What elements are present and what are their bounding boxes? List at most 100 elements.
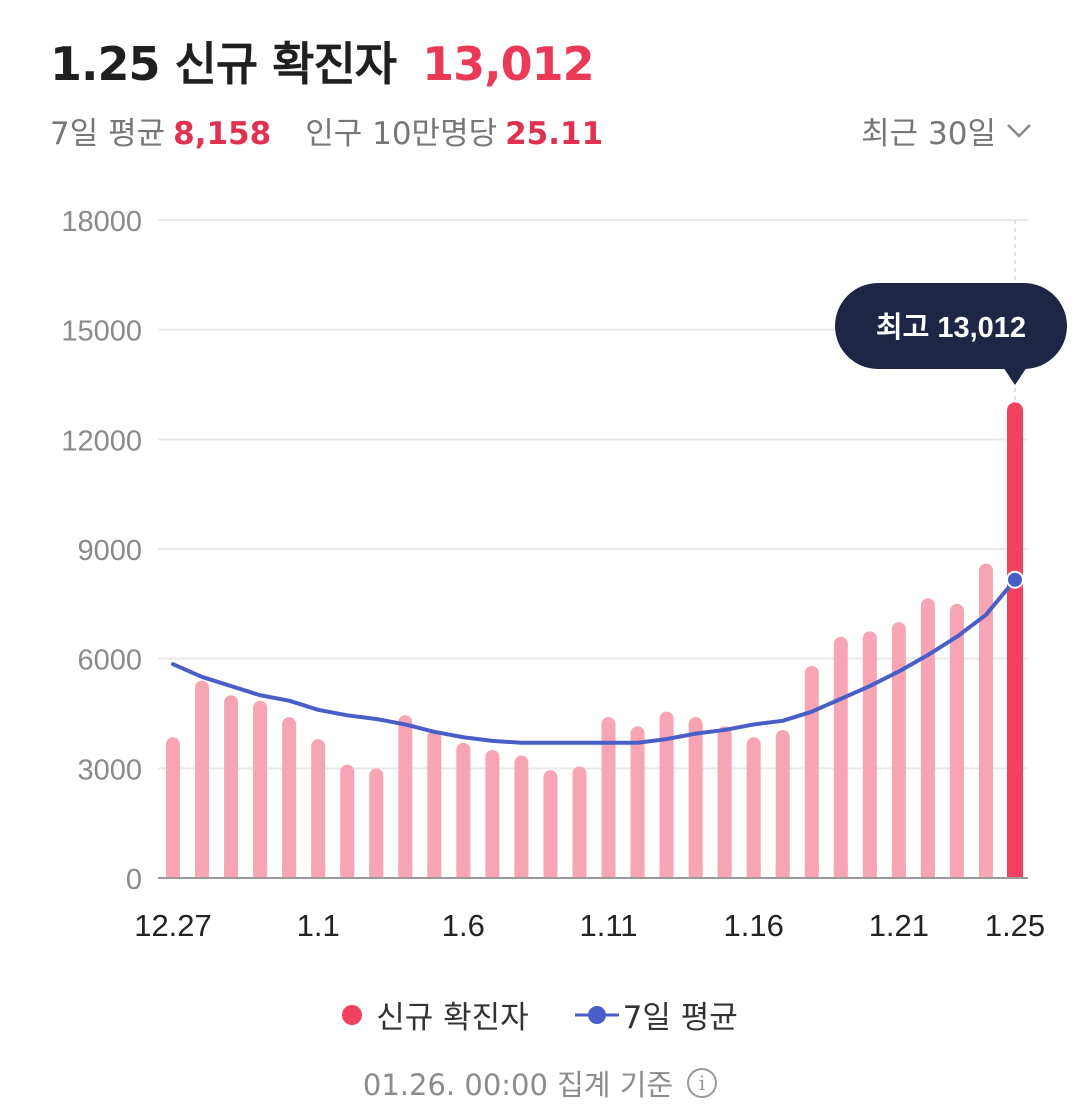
bar-base	[949, 864, 964, 878]
bar-1.18[interactable]	[804, 665, 819, 878]
bar-base	[369, 864, 384, 878]
seven-day-avg-label: 7일 평균	[50, 116, 166, 152]
bar-base	[224, 864, 239, 878]
bar-1.9[interactable]	[543, 770, 558, 878]
bar-base	[572, 864, 587, 878]
new-cases-count: 13,012	[422, 37, 595, 91]
y-tick-label: 6000	[77, 645, 142, 677]
tooltip-bubble	[835, 283, 1067, 369]
bar-base	[978, 864, 993, 878]
x-tick-label: 1.1	[297, 908, 340, 943]
bar-1.3[interactable]	[369, 768, 384, 878]
bar-base	[340, 864, 355, 878]
per-100k-label: 인구 10만명당	[305, 116, 498, 152]
y-tick-label: 9000	[77, 535, 142, 567]
bar-base	[427, 864, 442, 878]
legend-dot-icon	[342, 1004, 363, 1025]
bar-base	[253, 864, 268, 878]
legend-item-cases[interactable]: 신규 확진자	[342, 992, 529, 1037]
bar-1.25[interactable]	[1007, 402, 1023, 878]
bar-base	[920, 864, 935, 878]
per-100k-value: 25.11	[505, 116, 604, 152]
x-tick-label: 1.25	[985, 908, 1045, 943]
bar-1.21[interactable]	[891, 622, 906, 878]
bar-base	[311, 864, 326, 878]
bar-1.10[interactable]	[572, 766, 587, 878]
bar-1.12[interactable]	[630, 726, 645, 878]
x-tick-label: 1.6	[442, 908, 485, 943]
bar-1.5[interactable]	[427, 729, 442, 878]
bar-base	[195, 864, 210, 878]
x-tick-label: 12.27	[134, 908, 212, 943]
legend-label-avg: 7일 평균	[622, 1000, 738, 1036]
legend-line-icon	[574, 1005, 619, 1024]
bar-base	[630, 864, 645, 878]
bar-1.7[interactable]	[485, 750, 500, 878]
x-tick-label: 1.16	[724, 908, 784, 943]
y-tick-label: 15000	[61, 316, 142, 348]
bar-12.31[interactable]	[282, 717, 297, 878]
title-row: 1.25 신규 확진자 13,012	[50, 28, 1040, 94]
cases-chart: 0 3000 6000 9000 12000 15000 18000 12.27 1.1 1.6 1…	[61, 206, 1067, 943]
seven-day-avg-value: 8,158	[173, 116, 272, 152]
bar-1.16[interactable]	[746, 737, 761, 878]
seven-day-avg-line[interactable]	[171, 577, 1017, 745]
bar-1.6[interactable]	[456, 742, 471, 878]
bar-base	[891, 864, 906, 878]
bar-base	[1007, 862, 1023, 878]
bar-1.1[interactable]	[311, 739, 326, 878]
bar-base	[601, 864, 616, 878]
bar-base	[833, 864, 848, 878]
bar-1.24[interactable]	[978, 563, 993, 878]
bar-base	[398, 864, 413, 878]
bar-12.30[interactable]	[253, 700, 268, 878]
x-tick-label: 1.11	[579, 908, 637, 943]
bar-1.15[interactable]	[717, 726, 732, 878]
tooltip-pointer	[1003, 367, 1027, 385]
bar-1.20[interactable]	[862, 631, 877, 878]
bar-base	[775, 864, 790, 878]
data-basis-note: 01.26. 00:00 집계 기준	[362, 1068, 674, 1102]
y-tick-label: 18000	[61, 206, 142, 238]
period-dropdown[interactable]: 최근 30일	[861, 108, 1032, 153]
legend-label-cases: 신규 확진자	[376, 1000, 529, 1036]
bar-1.17[interactable]	[775, 729, 790, 878]
tooltip-label: 최고 13,012	[876, 311, 1026, 344]
bar-12.29[interactable]	[224, 695, 239, 878]
bar-base	[282, 864, 297, 878]
bar-1.8[interactable]	[514, 755, 529, 878]
y-tick-label: 3000	[77, 754, 142, 786]
bar-1.13[interactable]	[659, 711, 674, 878]
bar-1.14[interactable]	[688, 717, 703, 878]
summary-row: 7일 평균 8,158 인구 10만명당 25.11	[50, 108, 1040, 153]
bar-base	[456, 864, 471, 878]
bar-base	[485, 864, 500, 878]
bar-base	[659, 864, 674, 878]
bar-base	[543, 864, 558, 878]
x-tick-label: 1.21	[869, 908, 929, 943]
bar-1.22[interactable]	[920, 598, 935, 878]
bar-base	[688, 864, 703, 878]
y-tick-label: 12000	[61, 425, 142, 457]
chevron-down-icon	[1007, 123, 1031, 138]
bar-base	[166, 864, 180, 878]
bar-12.28[interactable]	[195, 680, 210, 878]
bar-1.23[interactable]	[949, 603, 964, 878]
bar-base	[746, 864, 761, 878]
avg-point-highlight[interactable]	[1006, 570, 1024, 589]
bar-1.4[interactable]	[398, 715, 413, 878]
header: 1.25 신규 확진자 13,012 7일 평균 8,158 인구 10만명당 …	[50, 28, 1040, 153]
bar-1.2[interactable]	[340, 764, 355, 878]
bar-base	[862, 864, 877, 878]
footer: 01.26. 00:00 집계 기준 i	[0, 1062, 1080, 1104]
bar-base	[717, 864, 732, 878]
bar-1.19[interactable]	[833, 636, 848, 878]
y-tick-label: 0	[126, 864, 142, 896]
bar-1.11[interactable]	[601, 717, 616, 878]
info-icon[interactable]: i	[687, 1068, 718, 1098]
bar-base	[804, 864, 819, 878]
legend-item-avg[interactable]: 7일 평균	[574, 992, 738, 1037]
legend: 신규 확진자 7일 평균	[0, 992, 1080, 1037]
bar-12.27[interactable]	[166, 737, 180, 878]
page-title: 1.25 신규 확진자	[50, 37, 397, 91]
